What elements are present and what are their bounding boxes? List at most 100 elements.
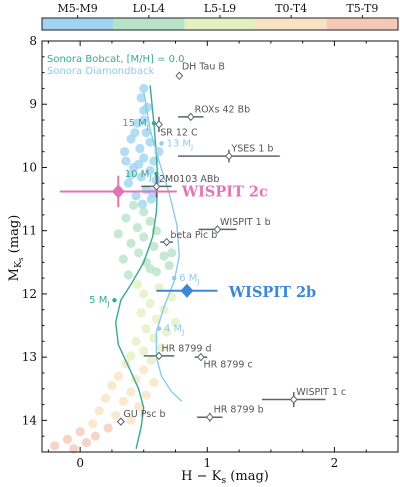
field-point: [50, 441, 60, 451]
y-tick-label: 8: [29, 34, 37, 48]
y-tick-label: 14: [22, 413, 38, 427]
field-point: [139, 365, 149, 375]
companion-dh-tau-b: DH Tau B: [175, 61, 225, 81]
field-point: [146, 355, 156, 365]
field-point: [141, 128, 151, 138]
companion-label: 2M0103 ABb: [159, 174, 219, 185]
field-point: [145, 298, 155, 309]
colorbar-segment-4: [326, 18, 399, 30]
companion-yses-1-b: YSES 1 b: [178, 143, 280, 163]
legend-entry-1: Sonora Diamondback: [47, 66, 154, 77]
sonora-diamondback-track: [143, 91, 183, 402]
field-point: [142, 102, 153, 112]
companion-marker: [155, 120, 163, 129]
x-tick-label: 0: [76, 456, 84, 470]
field-point: [145, 264, 155, 274]
y-tick-label: 10: [22, 160, 37, 174]
companion-roxs-42-bb: ROXs 42 Bb: [178, 104, 250, 122]
field-point: [149, 333, 159, 343]
field-point: [62, 434, 73, 444]
x-tick-label: 1: [203, 456, 211, 470]
field-point: [135, 143, 145, 154]
field-point: [123, 270, 134, 280]
colorbar-segment-2: [184, 18, 257, 30]
colorbar-label-3: T0-T4: [275, 2, 307, 15]
companion-label: YSES 1 b: [230, 143, 273, 154]
mass-label: 5 MJ: [89, 295, 109, 308]
mass-marker: [156, 326, 162, 331]
colorbar-label-2: L5-L9: [204, 2, 236, 15]
field-point: [131, 336, 141, 346]
companion-marker: [186, 112, 195, 122]
field-point: [139, 153, 149, 163]
field-point: [121, 156, 131, 166]
field-point: [111, 410, 121, 420]
field-point: [75, 427, 85, 437]
companion-label: DH Tau B: [182, 61, 225, 72]
field-point: [164, 260, 174, 271]
highlight-label: WISPIT 2c: [181, 183, 268, 200]
colorbar-segment-1: [113, 18, 185, 30]
colorbar-label-0: M5-M9: [57, 2, 97, 15]
companion-marker: [197, 352, 205, 362]
field-point: [118, 396, 128, 407]
field-point: [81, 437, 92, 448]
legend-entry-0: Sonora Bobcat, [M/H] = 0.0: [47, 54, 185, 65]
companion-hr-8799-c: HR 8799 c: [194, 352, 253, 371]
spectral-type-colorbar: M5-M9 L0-L4 L5-L9 T0-T4 T5-T9: [41, 2, 399, 31]
highlight-wispit-2c: WISPIT 2c: [59, 175, 268, 208]
field-point: [134, 248, 144, 258]
field-point: [170, 317, 181, 327]
plot-area: 15 MJ 13 MJ 10 MJ 6 MJ 5 MJ 4 MJ DH Tau B ROXs …: [47, 54, 346, 454]
field-point: [151, 314, 162, 324]
field-point: [126, 238, 136, 248]
field-point: [132, 279, 142, 290]
companion-hr-8799-d: HR 8799 d: [143, 343, 212, 361]
mass-label: 4 MJ: [164, 324, 184, 337]
field-point: [159, 251, 169, 261]
field-point: [100, 393, 111, 403]
companion-sr-12-c: SR 12 C: [155, 116, 198, 139]
field-point: [134, 401, 144, 412]
y-tick-label: 13: [22, 350, 37, 364]
field-point: [113, 371, 123, 381]
companion-label: WISPIT 1 c: [296, 387, 346, 398]
companion-label: HR 8799 d: [162, 343, 212, 354]
field-point: [120, 147, 130, 157]
mass-label: 15 MJ: [122, 118, 149, 131]
y-tick-label: 12: [22, 287, 37, 301]
field-point: [126, 415, 136, 425]
companion-label: HR 8799 c: [203, 360, 252, 371]
field-point: [69, 444, 79, 454]
field-point: [126, 387, 136, 397]
field-point: [141, 390, 151, 400]
companion-label: HR 8799 b: [214, 405, 264, 416]
field-point: [136, 172, 146, 182]
mass-marker: [112, 298, 117, 303]
field-point: [136, 308, 146, 318]
companion-wispit-1-c: WISPIT 1 c: [261, 387, 346, 408]
field-point: [128, 200, 139, 210]
y-tick-label: 11: [22, 224, 37, 238]
field-point: [162, 327, 172, 337]
companion-marker: [175, 71, 184, 81]
field-point: [131, 191, 141, 201]
field-point: [149, 241, 159, 252]
x-axis-label: H − Ks (mag): [181, 469, 269, 486]
colorbar-label-4: T5-T9: [346, 2, 378, 15]
y-axis-label: MKs (mag): [7, 215, 25, 282]
field-point: [137, 199, 148, 209]
field-point: [145, 216, 155, 226]
y-tick-label: 9: [29, 97, 37, 111]
field-point: [167, 248, 177, 258]
field-point: [148, 188, 158, 198]
mass-marker: [151, 121, 157, 126]
companion-marker: [162, 237, 171, 247]
highlight-marker: [180, 283, 194, 298]
field-point: [130, 128, 140, 138]
field-point: [139, 289, 149, 299]
companion-marker: [205, 412, 214, 422]
companion-marker: [152, 182, 161, 191]
